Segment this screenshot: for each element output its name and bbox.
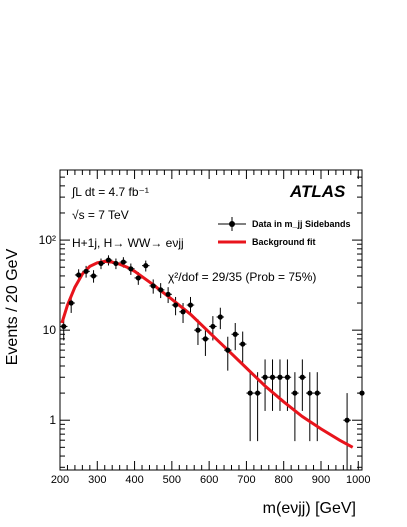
data-point	[83, 268, 89, 274]
data-point	[262, 374, 268, 380]
data-point	[120, 259, 126, 265]
x-axis-label: m(eνjj) [GeV]	[263, 500, 356, 517]
x-tick-label: 200	[51, 474, 69, 486]
data-point	[61, 323, 67, 330]
x-tick-label: 900	[312, 474, 330, 486]
data-point	[113, 260, 119, 267]
luminosity-label: ∫L dt = 4.7 fb⁻¹	[72, 185, 149, 199]
background-fit-line	[60, 259, 354, 449]
x-tick-label: 600	[200, 474, 218, 486]
data-point	[195, 327, 201, 333]
data-point	[240, 341, 246, 347]
data-points	[61, 257, 365, 423]
data-point	[292, 390, 298, 396]
data-point	[269, 374, 276, 380]
x-tick-label: 800	[275, 474, 293, 486]
y-tick-labels: 1 10 10²	[39, 233, 57, 427]
y-tick-label: 1	[49, 413, 56, 427]
data-point	[284, 374, 291, 380]
x-tick-labels: 200 300 400 500 600 700 800 900 1000	[51, 474, 371, 486]
data-point	[232, 331, 238, 337]
error-bars	[60, 255, 363, 470]
data-point	[143, 263, 149, 269]
plot-frame	[59, 169, 363, 471]
chi2-label: χ²/dof = 29/35 (Prob = 75%)	[168, 270, 317, 284]
data-point	[76, 272, 82, 278]
data-point	[172, 302, 179, 308]
data-point	[299, 374, 305, 380]
atlas-label: ATLAS	[290, 182, 346, 201]
x-tick-label: 300	[88, 474, 106, 486]
data-point	[247, 390, 253, 396]
x-tick-label: 500	[163, 474, 181, 486]
data-point	[359, 390, 365, 396]
data-point	[128, 266, 134, 272]
data-point	[202, 336, 209, 342]
data-point	[158, 287, 164, 293]
legend	[218, 217, 246, 244]
x-tick-label: 700	[237, 474, 255, 486]
x-tick-label: 1000	[346, 474, 370, 486]
data-point	[225, 347, 231, 353]
data-point	[90, 273, 97, 279]
data-point	[165, 291, 171, 297]
legend-fit-label: Background fit	[252, 237, 316, 247]
data-point	[187, 302, 194, 308]
legend-data-marker-dot	[229, 221, 235, 227]
data-point	[105, 257, 112, 263]
axis-ticks	[59, 169, 362, 470]
data-point	[210, 323, 216, 330]
data-point	[255, 390, 261, 396]
data-point	[277, 374, 283, 380]
x-tick-label: 400	[125, 474, 143, 486]
data-point	[68, 300, 74, 306]
data-point	[217, 314, 223, 320]
y-tick-label: 10	[43, 323, 57, 337]
data-point	[307, 390, 313, 396]
data-point	[314, 390, 320, 396]
y-axis-label: Events / 20 GeV	[4, 248, 21, 365]
y-tick-label: 10²	[39, 233, 56, 247]
legend-data-label: Data in m_jj Sidebands	[252, 219, 351, 229]
data-point	[344, 417, 350, 423]
data-point	[98, 260, 104, 267]
data-point	[150, 283, 156, 289]
data-point	[135, 275, 141, 281]
energy-label: √s = 7 TeV	[72, 208, 129, 222]
data-point	[180, 309, 186, 315]
channel-label: H+1j, H→ WW→ eνjj	[72, 236, 184, 250]
